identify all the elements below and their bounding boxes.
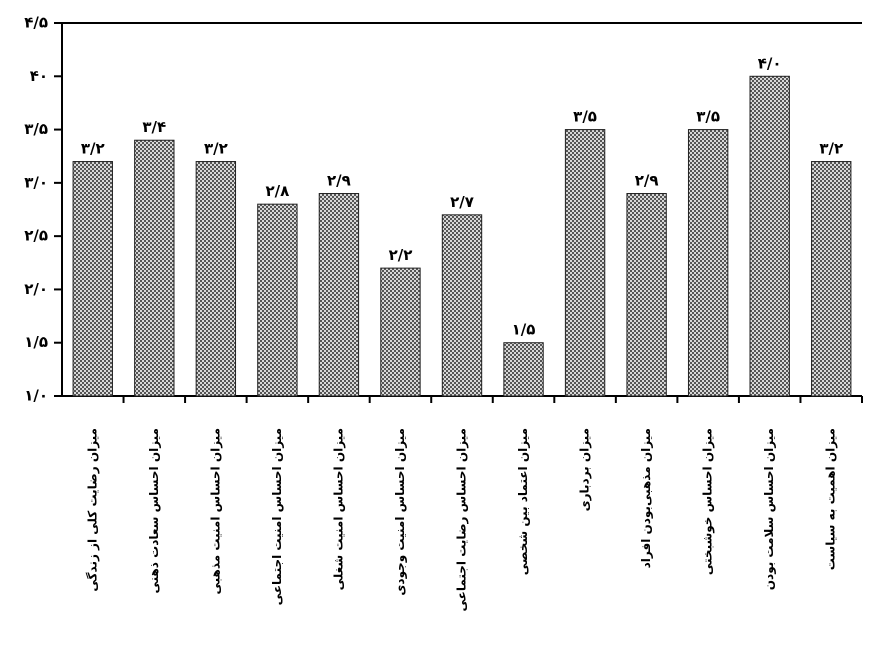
bar (687, 129, 729, 397)
value-label: ۲/۹ (327, 172, 351, 190)
bar (257, 203, 298, 397)
x-tick-label: میزان احساس امنیت مذهبی (208, 428, 222, 594)
x-tick-label: میزان احساس امنیت اجتماعی (270, 428, 284, 605)
value-label: ۳/۲ (204, 140, 228, 158)
value-label: ۲/۹ (635, 172, 659, 190)
y-tick-label: ۳/۵ (24, 120, 48, 138)
x-tick-label: میزان احساس خوشبختی (701, 428, 716, 575)
bar (626, 193, 667, 397)
value-label: ۲/۷ (450, 193, 474, 211)
bar (380, 267, 421, 397)
bar (318, 193, 360, 397)
x-tick-label: میزان احساس سلامت بودن (762, 428, 777, 590)
y-tick-label: ۴/۵ (24, 14, 48, 32)
bar (749, 75, 790, 397)
bar (564, 129, 606, 397)
x-tick-label: میزان رضایت کلی از زندگی (85, 428, 99, 592)
x-tick-label: میزان احساس رضایت اجتماعی (455, 428, 469, 612)
y-tick-label: ۲/۵ (24, 227, 48, 245)
x-tick-label: میزان احساس سعادت ذهنی (147, 428, 161, 594)
bar (134, 139, 175, 397)
value-label: ۴/۰ (758, 54, 782, 72)
value-label: ۲/۸ (265, 182, 289, 200)
x-tick-label: میزان بردباری (578, 428, 592, 511)
bar (72, 161, 113, 397)
x-tick-label: میزان اعتماد بین شخصی (516, 428, 530, 575)
x-tick-label: میزان اهمیت به سیاست (824, 428, 838, 570)
value-label: ۳/۲ (819, 140, 843, 158)
y-tick-label: ۳/۰ (24, 173, 48, 191)
value-label: ۳/۲ (81, 140, 105, 158)
bar (441, 214, 483, 397)
x-tick-label: میزان احساس امنیت وجودی (393, 428, 408, 596)
y-tick-label: ۱/۵ (24, 333, 48, 351)
x-tick-label: میزان احساس امنیت شغلی (331, 428, 345, 590)
value-label: ۱/۵ (512, 321, 536, 339)
value-label: ۳/۴ (142, 118, 166, 136)
value-label: ۳/۵ (573, 108, 597, 126)
y-tick-label: ۴۰ (30, 67, 48, 85)
bar (195, 161, 237, 397)
x-tick-label: میزان مذهبی‌بودن افراد (639, 428, 654, 568)
bar (811, 161, 852, 397)
bar (503, 342, 544, 397)
y-tick-label: ۲/۰ (24, 280, 48, 298)
value-label: ۲/۲ (389, 246, 413, 264)
y-tick-label: ۱/۰ (24, 387, 48, 405)
value-label: ۳/۵ (696, 108, 720, 126)
